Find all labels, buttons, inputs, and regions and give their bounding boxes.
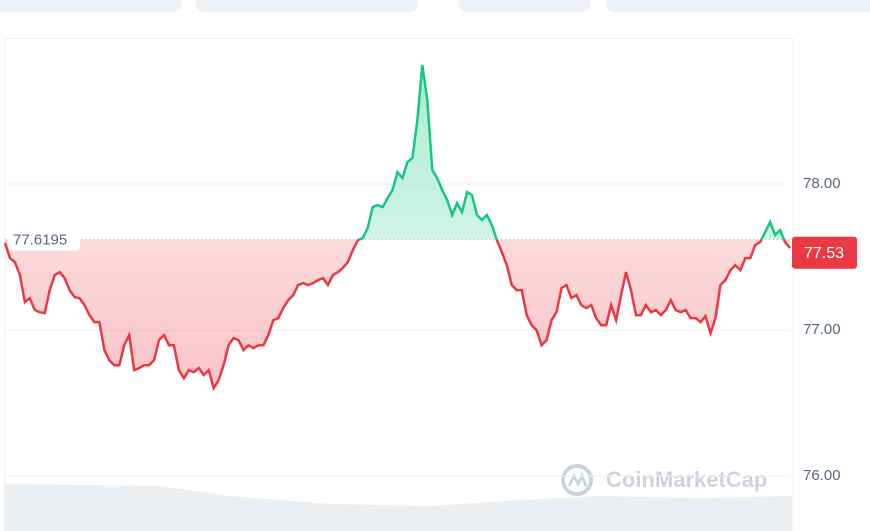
tab[interactable] xyxy=(606,0,870,12)
volume-area xyxy=(5,484,792,531)
watermark: CoinMarketCap xyxy=(561,464,767,496)
reference-label-bg xyxy=(8,228,80,251)
line-down xyxy=(3,239,791,392)
watermark-text: CoinMarketCap xyxy=(606,467,767,492)
plot-frame xyxy=(4,38,794,531)
reference-label: 77.6195 xyxy=(13,232,67,249)
current-price-label: 77.53 xyxy=(804,245,844,262)
area-down xyxy=(5,239,790,389)
tab[interactable] xyxy=(196,0,418,12)
area-up xyxy=(358,65,785,240)
tab[interactable] xyxy=(459,0,591,12)
tab[interactable] xyxy=(0,0,182,12)
y-tick-label: 77.00 xyxy=(803,321,841,338)
current-price-tag xyxy=(792,236,857,269)
y-tick-label: 78.00 xyxy=(803,175,841,192)
y-tick-label: 76.00 xyxy=(803,467,841,484)
line-up xyxy=(356,64,786,240)
